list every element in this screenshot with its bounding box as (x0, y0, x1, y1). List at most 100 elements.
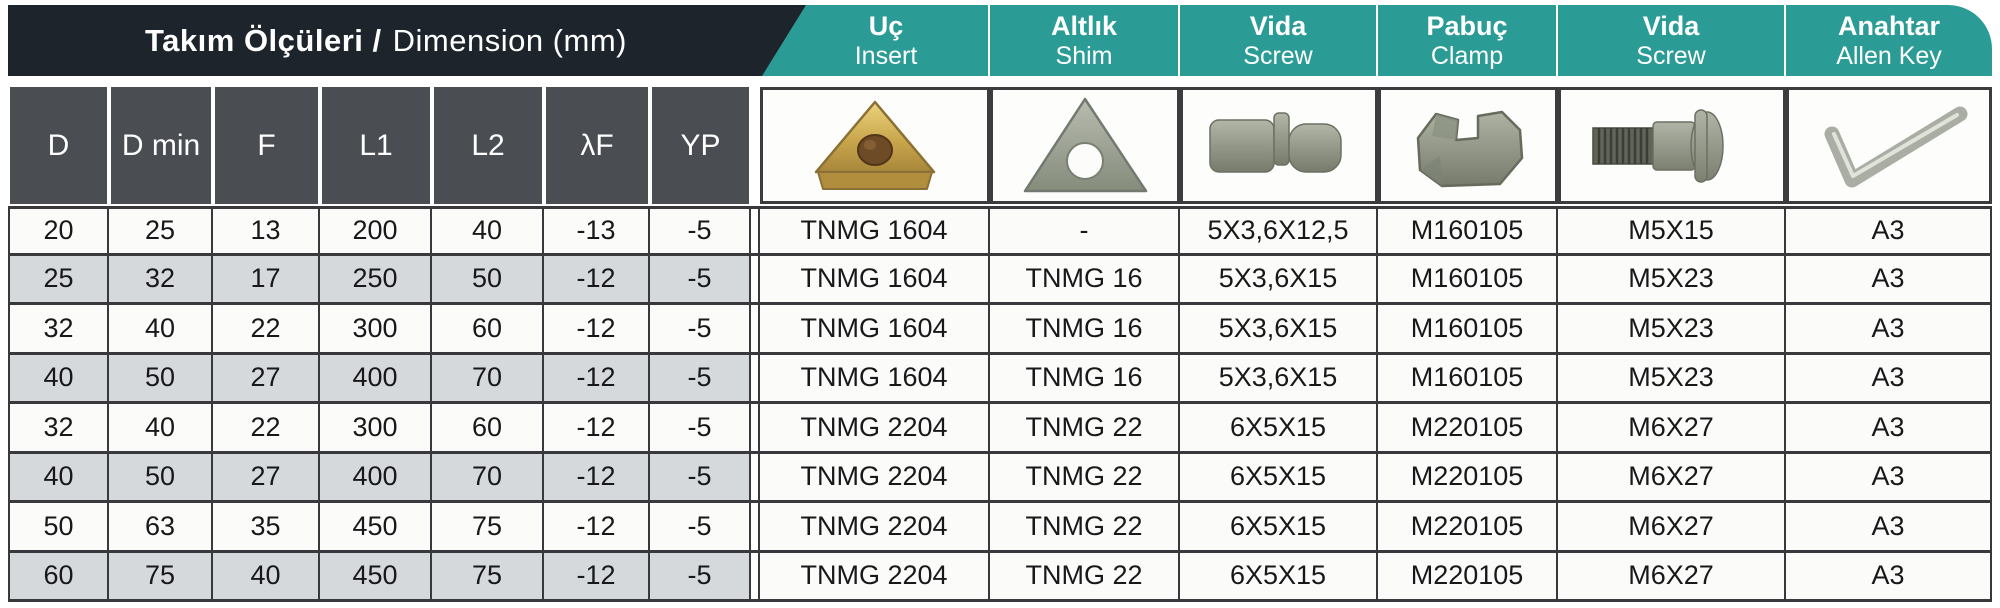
table-cell: 50 (8, 503, 109, 553)
component-header-allen-key-en: Allen Key (1836, 41, 1942, 70)
table-cell: 40 (109, 305, 213, 355)
insert-icon (814, 100, 936, 190)
table-cell: -5 (650, 305, 751, 355)
table-cell: -5 (650, 206, 751, 256)
table-cell: -12 (544, 552, 650, 602)
table-row: 40 50 27 400 70 -12 -5 TNMG 2204 TNMG 22 6X5X15 M2… (8, 453, 1992, 503)
dim-header-yp: YP (652, 87, 749, 204)
table-cell: 75 (432, 503, 544, 553)
insert-image-cell (760, 87, 990, 204)
table-cell: 20 (8, 206, 109, 256)
table-cell: 40 (432, 206, 544, 256)
screw-pin-icon (1209, 112, 1342, 173)
clamp-icon (1416, 110, 1523, 187)
table-cell: -12 (544, 453, 650, 503)
table-cell: 63 (109, 503, 213, 553)
table-row: 32 40 22 300 60 -12 -5 TNMG 1604 TNMG 16 5X3,6X15… (8, 305, 1992, 355)
table-cell: 40 (8, 453, 109, 503)
table-cell: TNMG 22 (990, 552, 1180, 602)
table-cell: 75 (109, 552, 213, 602)
table-cell: TNMG 1604 (760, 206, 990, 256)
table-cell: M160105 (1378, 206, 1558, 256)
table-cell: M220105 (1378, 552, 1558, 602)
table-cell: 6X5X15 (1180, 503, 1378, 553)
table-cell: TNMG 2204 (760, 453, 990, 503)
table-cell: 6X5X15 (1180, 404, 1378, 454)
table-cell: 70 (432, 453, 544, 503)
spacer-column (751, 404, 760, 454)
spacer-column (751, 206, 760, 256)
table-cell: 5X3,6X15 (1180, 354, 1378, 404)
table-cell: 32 (8, 305, 109, 355)
table-cell: 200 (320, 206, 432, 256)
table-row: 25 32 17 250 50 -12 -5 TNMG 1604 TNMG 16 5X3,6X15… (8, 255, 1992, 305)
component-header-screw-2-tr: Vida (1642, 11, 1700, 42)
table-cell: 70 (432, 354, 544, 404)
spacer-column (751, 305, 760, 355)
table-title-banner: Takım Ölçüleri / Dimension (mm) (8, 5, 820, 76)
table-cell: -12 (544, 255, 650, 305)
table-cell: A3 (1786, 255, 1992, 305)
spacer-column (751, 453, 760, 503)
bolt-icon (1592, 109, 1724, 183)
table-row: 20 25 13 200 40 -13 -5 TNMG 1604-5X3,6X12,5 M160… (8, 206, 1992, 256)
table-cell: M6X27 (1558, 453, 1786, 503)
table-cell: 400 (320, 354, 432, 404)
dim-header-d: D (10, 87, 107, 204)
table-cell: 5X3,6X15 (1180, 305, 1378, 355)
table-cell: TNMG 1604 (760, 305, 990, 355)
table-cell: 50 (432, 255, 544, 305)
table-cell: 27 (213, 453, 320, 503)
table-cell: A3 (1786, 503, 1992, 553)
spacer-column (751, 552, 760, 602)
table-cell: 40 (213, 552, 320, 602)
table-cell: M6X27 (1558, 404, 1786, 454)
allen-key-icon (1824, 106, 1967, 187)
table-cell: 40 (8, 354, 109, 404)
table-cell: 5X3,6X15 (1180, 255, 1378, 305)
table-cell: 40 (109, 404, 213, 454)
table-cell: -5 (650, 255, 751, 305)
spacer-column (751, 255, 760, 305)
table-cell: 60 (432, 404, 544, 454)
table-cell: M220105 (1378, 404, 1558, 454)
table-row: 40 50 27 400 70 -12 -5 TNMG 1604 TNMG 16 5X3,6X15… (8, 354, 1992, 404)
allen-key-image-cell (1786, 87, 1992, 204)
spacer-column (751, 354, 760, 404)
table-cell: 50 (109, 354, 213, 404)
component-header-clamp-tr: Pabuç (1426, 11, 1508, 42)
table-cell: M5X23 (1558, 305, 1786, 355)
dim-header-f: F (215, 87, 318, 204)
table-cell: 27 (213, 354, 320, 404)
component-header-allen-key-tr: Anahtar (1837, 11, 1940, 42)
table-cell: TNMG 22 (990, 404, 1180, 454)
component-header-clamp: Pabuç Clamp (1378, 5, 1556, 76)
table-cell: 450 (320, 503, 432, 553)
table-cell: TNMG 16 (990, 255, 1180, 305)
component-header-screw-1-tr: Vida (1249, 11, 1307, 42)
bolt-image-cell (1558, 87, 1786, 204)
table-cell: A3 (1786, 453, 1992, 503)
data-rows: 20 25 13 200 40 -13 -5 TNMG 1604-5X3,6X12,5 M160… (8, 206, 1992, 602)
table-cell: 13 (213, 206, 320, 256)
table-cell: 400 (320, 453, 432, 503)
table-cell: TNMG 1604 (760, 354, 990, 404)
clamp-image-cell (1378, 87, 1558, 204)
dim-header-l2: L2 (434, 87, 542, 204)
component-header-clamp-en: Clamp (1430, 41, 1504, 70)
shim-image-cell (990, 87, 1180, 204)
table-cell: 250 (320, 255, 432, 305)
table-cell: 32 (8, 404, 109, 454)
component-header-screw-1-en: Screw (1243, 41, 1313, 70)
table-cell: TNMG 1604 (760, 255, 990, 305)
table-cell: M160105 (1378, 255, 1558, 305)
component-header-insert-en: Insert (854, 41, 918, 70)
table-cell: -5 (650, 354, 751, 404)
component-header-screw-2: Vida Screw (1558, 5, 1784, 76)
table-cell: M5X23 (1558, 354, 1786, 404)
table-cell: 32 (109, 255, 213, 305)
table-cell: M220105 (1378, 453, 1558, 503)
table-cell: TNMG 2204 (760, 503, 990, 553)
title-english: Dimension (mm) (392, 22, 627, 58)
